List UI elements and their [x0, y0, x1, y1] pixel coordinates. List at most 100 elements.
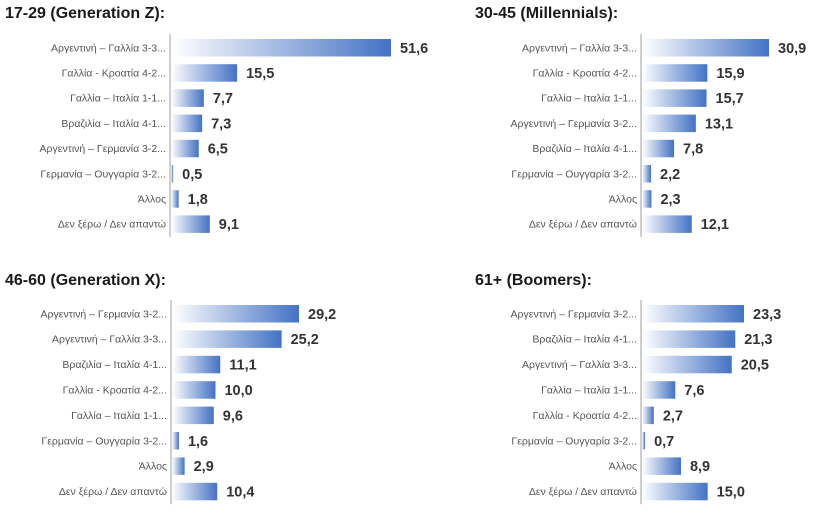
category-label: Άλλος [139, 461, 167, 473]
category-label: Αργεντινή – Γαλλία 3-3... [522, 42, 637, 54]
category-label: Γερμανία – Ουγγαρία 3-2... [511, 168, 637, 180]
bar [172, 457, 185, 475]
value-label: 10,4 [226, 485, 254, 501]
category-label: Βραζιλία – Ιταλία 4-1... [62, 359, 167, 371]
category-label: Γαλλία – Ιταλία 1-1... [541, 93, 637, 105]
bar [642, 355, 732, 374]
value-label: 13,1 [705, 116, 733, 132]
category-label: Βραζιλία – Ιταλία 4-1... [532, 334, 637, 346]
category-label: Γαλλία - Κροατία 4-2... [62, 67, 166, 79]
category-label: Δεν ξέρω / Δεν απαντώ [59, 486, 167, 498]
bar [642, 190, 652, 208]
category-label: Άλλος [138, 193, 166, 205]
category-label: Αργεντινή – Γερμανία 3-2... [40, 143, 166, 155]
value-label: 21,3 [744, 332, 772, 348]
category-label: Δεν ξέρω / Δεν απαντώ [58, 219, 166, 231]
bar [642, 89, 707, 107]
value-label: 11,1 [229, 358, 256, 374]
category-label: Αργεντινή – Γερμανία 3-2... [511, 308, 637, 320]
value-label: 2,7 [663, 408, 683, 424]
bar [171, 215, 210, 233]
bar [172, 355, 221, 374]
bar [172, 330, 282, 348]
bar-chart: Αργεντινή – Γαλλία 3-3... 51,6 Γαλλία - Κρ… [40, 34, 428, 237]
bar-chart: Αργεντινή – Γερμανία 3-2... 29,2 Αργεντινή… [41, 300, 336, 505]
bar [642, 482, 708, 501]
bar [172, 482, 218, 501]
value-label: 15,7 [716, 91, 744, 107]
value-label: 2,2 [660, 167, 680, 183]
value-label: 6,5 [208, 142, 228, 158]
category-label: Βραζιλία – Ιταλία 4-1... [532, 143, 637, 155]
category-label: Γαλλία – Ιταλία 1-1... [541, 384, 637, 396]
category-label: Άλλος [609, 461, 637, 473]
category-label: Γερμανία – Ουγγαρία 3-2... [511, 435, 637, 447]
chart-title: 30-45 (Millennials): [475, 5, 619, 22]
category-label: Γαλλία - Κροατία 4-2... [533, 410, 637, 422]
bar [642, 330, 736, 348]
value-label: 7,6 [684, 383, 704, 399]
bar [642, 406, 654, 425]
value-label: 15,0 [717, 485, 745, 501]
category-label: Άλλος [609, 193, 637, 205]
category-label: Βραζιλία – Ιταλία 4-1... [61, 118, 166, 130]
value-label: 8,9 [690, 459, 710, 475]
bar [642, 305, 744, 323]
bar [171, 139, 199, 158]
category-label: Γαλλία - Κροατία 4-2... [63, 384, 167, 396]
value-label: 20,5 [741, 358, 769, 374]
value-label: 15,5 [246, 66, 274, 82]
bar-chart: Αργεντινή – Γερμανία 3-2... 23,3 Βραζιλία … [511, 300, 781, 505]
value-label: 15,9 [716, 66, 744, 82]
bar [642, 215, 692, 233]
bar [642, 381, 676, 399]
chart-panel-millennials: 30-45 (Millennials): Αργεντινή – Γαλλία … [475, 5, 840, 250]
category-label: Γερμανία – Ουγγαρία 3-2... [40, 168, 166, 180]
category-label: Αργεντινή – Γαλλία 3-3... [52, 334, 167, 346]
bar [171, 64, 238, 82]
chart-title: 46-60 (Generation X): [5, 272, 166, 289]
value-label: 7,7 [213, 91, 233, 107]
bar [172, 406, 214, 425]
value-label: 9,1 [219, 217, 239, 233]
value-label: 29,2 [308, 307, 336, 323]
value-label: 2,3 [660, 192, 680, 208]
value-label: 25,2 [291, 332, 319, 348]
value-label: 0,5 [182, 167, 202, 183]
value-label: 1,8 [188, 192, 208, 208]
bar [171, 89, 204, 107]
bar [642, 457, 681, 475]
value-label: 10,0 [224, 383, 252, 399]
value-label: 12,1 [701, 217, 729, 233]
bar [642, 39, 769, 57]
category-label: Γαλλία – Ιταλία 1-1... [71, 410, 167, 422]
category-label: Αργεντινή – Γαλλία 3-3... [51, 42, 166, 54]
bar [171, 114, 203, 133]
chart-panel-boomers: 61+ (Boomers): Αργεντινή – Γερμανία 3-2.… [475, 272, 840, 517]
category-label: Δεν ξέρω / Δεν απαντώ [529, 486, 637, 498]
bar [172, 381, 216, 399]
bar [171, 39, 391, 57]
category-label: Γαλλία - Κροατία 4-2... [533, 67, 637, 79]
bar [642, 432, 646, 450]
value-label: 30,9 [778, 41, 806, 57]
value-label: 7,3 [211, 116, 231, 132]
bar [171, 165, 174, 183]
chart-panel-gen-z: 17-29 (Generation Z): Αργεντινή – Γαλλία… [5, 5, 428, 250]
bar [642, 64, 708, 82]
bar [642, 139, 675, 158]
bar [642, 114, 696, 133]
chart-title: 61+ (Boomers): [475, 272, 592, 289]
category-label: Αργεντινή – Γερμανία 3-2... [41, 308, 167, 320]
category-label: Γερμανία – Ουγγαρία 3-2... [41, 435, 167, 447]
value-label: 2,9 [194, 459, 214, 475]
category-label: Γαλλία – Ιταλία 1-1... [70, 93, 166, 105]
chart-panel-gen-x: 46-60 (Generation X): Αργεντινή – Γερμαν… [5, 272, 415, 517]
bar [172, 305, 299, 323]
value-label: 23,3 [753, 307, 781, 323]
value-label: 51,6 [400, 41, 428, 57]
chart-title: 17-29 (Generation Z): [5, 5, 166, 22]
value-label: 7,8 [683, 142, 703, 158]
bar-chart: Αργεντινή – Γαλλία 3-3... 30,9 Γαλλία - Κρ… [511, 34, 806, 237]
value-label: 0,7 [654, 434, 674, 450]
